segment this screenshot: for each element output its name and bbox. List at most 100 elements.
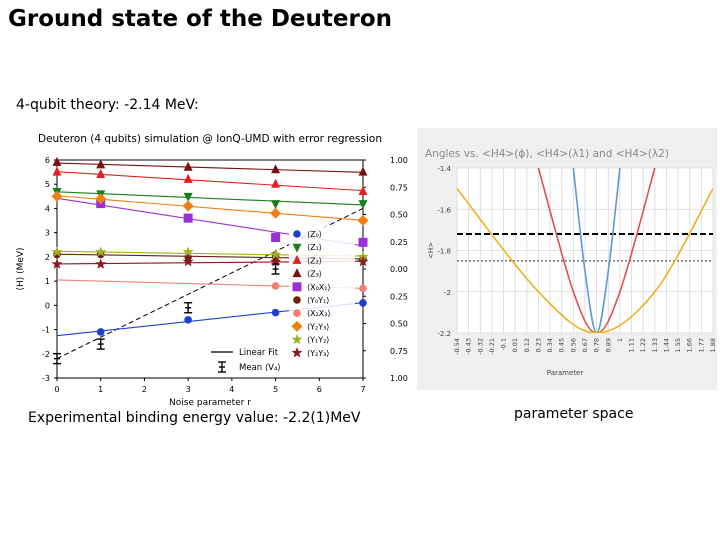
data-point (182, 255, 194, 267)
legend-marker (291, 347, 303, 358)
theory-subtitle: 4-qubit theory: -2.14 MeV: (16, 97, 199, 113)
y-tick-label: -1.4 (437, 165, 451, 173)
x-tick-label: 0.23 (534, 338, 542, 352)
data-point (184, 302, 193, 314)
data-point (359, 284, 367, 293)
x-tick-label: 0.12 (523, 338, 531, 352)
data-point (183, 213, 193, 223)
y-tick-label: 5 (45, 180, 50, 189)
data-point (271, 233, 281, 243)
data-point (358, 237, 368, 247)
parameter-curve (572, 168, 621, 333)
data-point (271, 200, 281, 210)
y-tick-label: -1.8 (437, 248, 451, 256)
x-tick-label: 0.89 (604, 338, 612, 352)
data-point (51, 258, 63, 269)
x-tick-label: 6 (317, 385, 322, 394)
data-point (96, 328, 105, 336)
data-point (357, 255, 369, 267)
y-tick-label: 3 (45, 229, 50, 238)
right-tick-label: 0.50 (390, 320, 408, 329)
right-tick-label: 1.00 (390, 374, 408, 383)
x-tick-label: -0.43 (465, 338, 473, 355)
legend-marker (292, 243, 302, 253)
y-tick-label: 4 (45, 204, 50, 213)
right-tick-label: 0.75 (390, 347, 408, 356)
data-point (183, 161, 193, 171)
x-axis-label: Noise parameter r (169, 398, 251, 408)
data-point (96, 169, 106, 179)
legend-label: ⟨Z₂⟩ (307, 256, 322, 265)
legend-marker (293, 309, 301, 317)
data-point (95, 193, 107, 205)
legend-label: ⟨Z₀⟩ (307, 230, 322, 239)
right-tick-label: 1.00 (390, 156, 408, 165)
x-tick-label: -0.32 (476, 338, 484, 355)
x-tick-label: 5 (273, 385, 278, 394)
legend-marker (292, 268, 302, 278)
x-tick-label: 0.45 (558, 338, 566, 352)
legend-label: ⟨X₀X₁⟩ (307, 283, 331, 292)
x-tick-label: 7 (360, 385, 365, 394)
data-point (184, 316, 192, 324)
data-point (95, 246, 107, 257)
x-tick-label: 1 (616, 338, 624, 342)
right-tick-label: 0.50 (390, 211, 408, 220)
x-tick-label: 1.55 (674, 338, 682, 352)
legend-marker (218, 361, 226, 373)
x-tick-label: 1.44 (662, 338, 670, 352)
data-point (96, 338, 105, 350)
data-point (271, 282, 280, 290)
y-tick-label: -2 (444, 289, 451, 297)
data-point (52, 156, 62, 166)
data-point (270, 255, 282, 267)
data-point (271, 164, 281, 174)
data-point (271, 178, 281, 188)
legend-label: Linear Fit (239, 348, 279, 358)
x-tick-label: 0.56 (569, 338, 577, 352)
legend-label: ⟨Y₁Y₂⟩ (307, 336, 329, 345)
series-fit-line (56, 162, 364, 173)
data-point (271, 308, 280, 317)
data-point (270, 207, 282, 219)
y-tick-label: -1 (42, 326, 50, 335)
x-tick-label: 1 (98, 385, 103, 394)
y-tick-label: -2 (42, 350, 50, 359)
x-tick-label: 1.33 (651, 338, 659, 352)
parameter-space-svg: Angles vs. <H4>(ϕ), <H4>(λ1) and <H4>(λ2… (425, 148, 717, 377)
x-tick-label: 0.01 (511, 338, 519, 352)
x-tick-label: 3 (186, 385, 191, 394)
y-tick-label: -1.6 (437, 206, 451, 214)
data-point (358, 166, 368, 176)
slide-title: Ground state of the Deuteron (8, 6, 393, 32)
data-point (51, 246, 63, 257)
right-tick-label: 0.25 (390, 238, 408, 247)
data-point (182, 246, 194, 257)
legend-label: Mean ⟨V₄⟩ (239, 363, 281, 373)
legend-label: ⟨Z₁⟩ (307, 243, 322, 252)
x-tick-label: 0 (54, 385, 59, 394)
data-point (358, 200, 368, 210)
y-tick-label: 6 (45, 156, 50, 165)
data-point (95, 258, 107, 269)
x-tick-label: -0.54 (453, 338, 461, 355)
legend-marker (293, 230, 301, 238)
y-tick-label: 1 (45, 277, 50, 286)
legend-marker (291, 320, 303, 332)
data-point (51, 190, 63, 202)
data-point (358, 185, 368, 195)
x-tick-label: 4 (229, 385, 234, 394)
data-point (53, 352, 61, 365)
data-point (357, 215, 369, 227)
x-tick-label: 1.66 (686, 338, 694, 352)
x-tick-label: 1.11 (628, 338, 636, 352)
x-tick-label: 2 (142, 385, 147, 394)
x-axis-label: Parameter (547, 369, 584, 377)
legend-label: ⟨Y₀Y₁⟩ (307, 296, 329, 305)
data-point (359, 299, 367, 307)
parameter-curve (457, 188, 713, 333)
y-tick-label: 2 (45, 253, 50, 262)
right-tick-label: 0.25 (390, 292, 408, 301)
x-tick-label: -0.1 (500, 338, 508, 351)
legend-marker (292, 282, 302, 292)
